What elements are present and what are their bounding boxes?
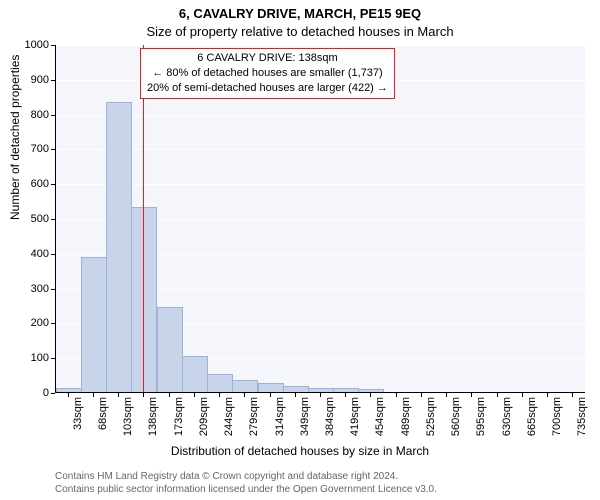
y-axis-line — [55, 45, 56, 393]
ytick-label: 1000 — [25, 39, 49, 51]
info-box-line: 20% of semi-detached houses are larger (… — [147, 81, 388, 96]
ytick-label: 100 — [31, 352, 49, 364]
xtick-mark — [143, 393, 144, 397]
xtick-mark — [572, 393, 573, 397]
xtick-mark — [547, 393, 548, 397]
gridline — [55, 45, 585, 46]
xtick-label: 138sqm — [147, 397, 159, 436]
xtick-label: 103sqm — [122, 397, 134, 436]
xtick-label: 279sqm — [248, 397, 260, 436]
chart-container: 6, CAVALRY DRIVE, MARCH, PE15 9EQ Size o… — [0, 0, 600, 500]
xtick-mark — [396, 393, 397, 397]
bar — [81, 257, 107, 393]
footer-line-2: Contains public sector information licen… — [55, 483, 437, 496]
xtick-mark — [421, 393, 422, 397]
ytick-label: 300 — [31, 283, 49, 295]
ytick-label: 800 — [31, 109, 49, 121]
xtick-label: 525sqm — [425, 397, 437, 436]
xtick-mark — [345, 393, 346, 397]
xtick-mark — [244, 393, 245, 397]
plot-area: 0100200300400500600700800900100033sqm68s… — [55, 45, 585, 393]
ytick-label: 600 — [31, 178, 49, 190]
xtick-label: 630sqm — [501, 397, 513, 436]
footer-line-1: Contains HM Land Registry data © Crown c… — [55, 470, 437, 483]
xtick-mark — [522, 393, 523, 397]
ytick-mark — [51, 393, 55, 394]
xtick-label: 419sqm — [349, 397, 361, 436]
ytick-label: 500 — [31, 213, 49, 225]
bar — [157, 307, 183, 393]
xtick-label: 244sqm — [223, 397, 235, 436]
bar — [131, 207, 157, 393]
ytick-label: 900 — [31, 74, 49, 86]
chart-title-sub: Size of property relative to detached ho… — [0, 24, 600, 39]
xtick-mark — [446, 393, 447, 397]
xtick-label: 700sqm — [551, 397, 563, 436]
xtick-label: 173sqm — [173, 397, 185, 436]
xtick-label: 665sqm — [526, 397, 538, 436]
xtick-label: 349sqm — [299, 397, 311, 436]
xtick-mark — [320, 393, 321, 397]
xtick-mark — [497, 393, 498, 397]
xtick-mark — [270, 393, 271, 397]
xtick-label: 454sqm — [374, 397, 386, 436]
xtick-mark — [219, 393, 220, 397]
xtick-mark — [370, 393, 371, 397]
info-box-line: 6 CAVALRY DRIVE: 138sqm — [147, 51, 388, 66]
info-box-line: ← 80% of detached houses are smaller (1,… — [147, 66, 388, 81]
xtick-label: 33sqm — [72, 397, 84, 430]
x-axis-label: Distribution of detached houses by size … — [0, 444, 600, 458]
gridline — [55, 115, 585, 116]
xtick-label: 735sqm — [576, 397, 588, 436]
xtick-mark — [169, 393, 170, 397]
bar — [182, 356, 208, 393]
xtick-label: 209sqm — [198, 397, 210, 436]
xtick-label: 314sqm — [274, 397, 286, 436]
xtick-label: 68sqm — [97, 397, 109, 430]
ytick-label: 0 — [43, 387, 49, 399]
y-axis-label: Number of detached properties — [8, 55, 22, 220]
info-box: 6 CAVALRY DRIVE: 138sqm← 80% of detached… — [140, 48, 395, 99]
gridline — [55, 149, 585, 150]
xtick-mark — [295, 393, 296, 397]
xtick-label: 384sqm — [324, 397, 336, 436]
bar — [106, 102, 132, 393]
xtick-mark — [471, 393, 472, 397]
chart-title-main: 6, CAVALRY DRIVE, MARCH, PE15 9EQ — [0, 6, 600, 21]
xtick-label: 489sqm — [400, 397, 412, 436]
bar — [207, 374, 233, 393]
xtick-mark — [93, 393, 94, 397]
ytick-label: 700 — [31, 143, 49, 155]
ytick-label: 200 — [31, 317, 49, 329]
xtick-mark — [68, 393, 69, 397]
xtick-mark — [118, 393, 119, 397]
gridline — [55, 184, 585, 185]
xtick-label: 560sqm — [450, 397, 462, 436]
xtick-mark — [194, 393, 195, 397]
ytick-label: 400 — [31, 248, 49, 260]
footer-attribution: Contains HM Land Registry data © Crown c… — [55, 470, 437, 496]
xtick-label: 595sqm — [475, 397, 487, 436]
x-axis-line — [55, 392, 585, 393]
